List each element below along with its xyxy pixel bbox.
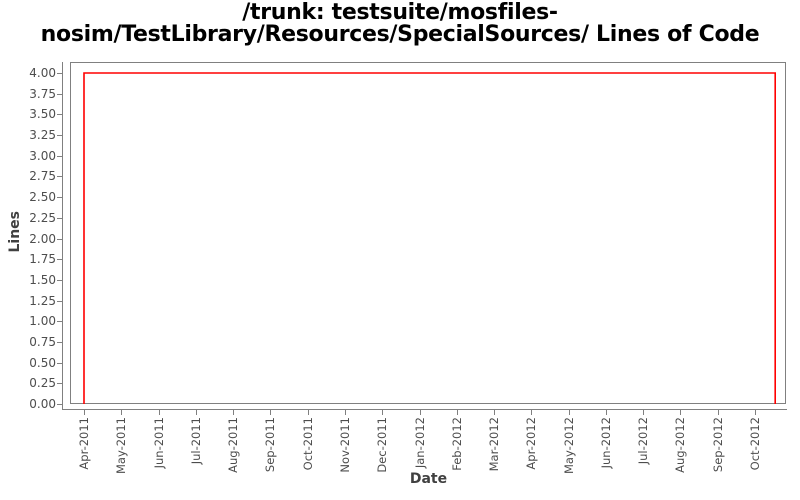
- y-tick-mark: [57, 279, 62, 281]
- x-tick-label: May-2011: [114, 417, 129, 474]
- y-tick-mark: [57, 176, 62, 178]
- y-tick-label: 3.75: [29, 86, 56, 101]
- y-tick-label: 0.75: [29, 334, 56, 349]
- y-tick-mark: [57, 404, 62, 405]
- x-tick-label: Jun-2012: [598, 417, 613, 469]
- x-tick-mark: [568, 410, 570, 415]
- chart-title-line-2: nosim/TestLibrary/Resources/SpecialSourc…: [40, 22, 760, 47]
- y-tick-label: 1.25: [29, 293, 56, 308]
- x-tick-label: Nov-2011: [337, 417, 352, 473]
- x-tick-mark: [643, 410, 645, 415]
- x-tick-mark: [344, 410, 346, 415]
- x-tick-label: Apr-2011: [77, 417, 91, 470]
- y-tick-label: 3.25: [29, 128, 56, 143]
- x-tick-mark: [419, 410, 421, 415]
- x-tick-mark: [680, 410, 682, 415]
- y-tick-mark: [57, 321, 62, 323]
- y-axis-line: [62, 62, 63, 410]
- x-tick-label: Jul-2012: [636, 417, 651, 465]
- x-tick-mark: [307, 410, 309, 415]
- y-tick-label: 2.50: [29, 190, 56, 205]
- x-tick-mark: [605, 410, 607, 415]
- y-tick-label: 2.25: [29, 210, 56, 225]
- x-tick-label: Jan-2012: [412, 417, 427, 469]
- x-tick-label: Oct-2011: [300, 417, 315, 471]
- x-axis-title: Date: [409, 471, 448, 487]
- x-tick-label: Aug-2011: [226, 417, 241, 473]
- y-tick-label: 2.00: [29, 231, 56, 246]
- x-tick-mark: [270, 410, 272, 415]
- chart-title: /trunk: testsuite/mosfiles- nosim/TestLi…: [0, 2, 800, 46]
- x-tick-label: Feb-2012: [449, 417, 464, 471]
- y-tick-mark: [57, 300, 62, 302]
- x-tick-mark: [233, 410, 235, 415]
- y-tick-label: 2.75: [29, 169, 56, 184]
- y-tick-mark: [57, 135, 62, 137]
- x-tick-label: Aug-2012: [673, 417, 688, 473]
- x-tick-label: Jun-2011: [151, 417, 166, 469]
- x-tick-label: Apr-2012: [524, 417, 539, 470]
- y-tick-label: 4.00: [29, 66, 56, 80]
- y-tick-mark: [57, 155, 62, 157]
- x-tick-mark: [456, 410, 458, 415]
- x-tick-mark: [494, 410, 496, 415]
- x-tick-label: Mar-2012: [487, 417, 502, 472]
- y-tick-mark: [57, 217, 62, 219]
- y-tick-label: 1.00: [29, 314, 56, 329]
- y-tick-mark: [57, 341, 62, 343]
- x-tick-mark: [195, 410, 197, 415]
- y-tick-mark: [57, 259, 62, 261]
- x-tick-mark: [158, 410, 160, 415]
- x-axis-line: [62, 409, 787, 410]
- y-tick-mark: [57, 93, 62, 95]
- y-tick-label: 0.25: [29, 376, 56, 391]
- x-tick-mark: [755, 410, 757, 415]
- y-tick-label: 0.50: [29, 355, 56, 370]
- y-tick-mark: [57, 73, 62, 74]
- y-tick-mark: [57, 238, 62, 240]
- y-tick-label: 1.75: [29, 252, 56, 267]
- x-tick-mark: [531, 410, 533, 415]
- y-tick-label: 0.00: [29, 397, 56, 411]
- y-tick-mark: [57, 383, 62, 385]
- chart-title-line-1: /trunk: testsuite/mosfiles-: [242, 0, 558, 25]
- x-tick-label: Sep-2012: [710, 417, 725, 473]
- y-tick-mark: [57, 362, 62, 364]
- x-tick-label: May-2012: [561, 417, 576, 474]
- x-tick-label: Dec-2011: [375, 417, 390, 473]
- y-tick-label: 3.00: [29, 148, 56, 163]
- y-tick-label: 1.50: [29, 272, 56, 287]
- x-tick-label: Oct-2012: [748, 417, 763, 471]
- plot-area: [70, 62, 786, 404]
- y-tick-label: 3.50: [29, 107, 56, 122]
- x-tick-label: Sep-2011: [263, 417, 278, 473]
- x-tick-mark: [717, 410, 719, 415]
- x-tick-label: Jul-2011: [188, 417, 203, 465]
- x-tick-mark: [121, 410, 123, 415]
- y-tick-mark: [57, 114, 62, 116]
- y-tick-mark: [57, 197, 62, 199]
- x-tick-mark: [84, 410, 85, 415]
- x-tick-mark: [382, 410, 384, 415]
